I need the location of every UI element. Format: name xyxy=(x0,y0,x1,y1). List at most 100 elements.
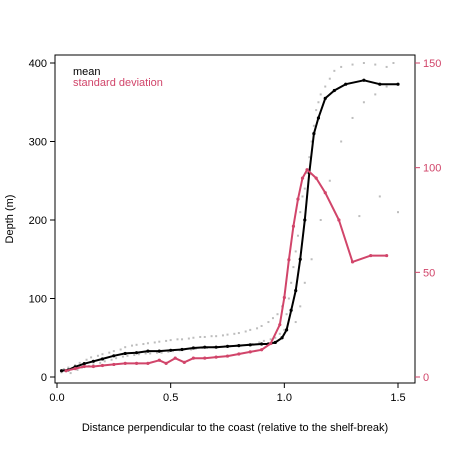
scatter-point xyxy=(226,333,229,336)
y-left-tick-label: 100 xyxy=(29,294,47,306)
legend-label-mean: mean xyxy=(73,66,101,78)
x-tick-label: 1.0 xyxy=(277,392,292,404)
scatter-point xyxy=(319,93,322,96)
sd-point xyxy=(350,260,355,264)
scatter-point xyxy=(274,336,277,339)
scatter-point xyxy=(233,332,236,335)
mean-point xyxy=(303,218,307,222)
sd-point xyxy=(100,363,105,368)
mean-point xyxy=(323,96,327,100)
scatter-point xyxy=(328,179,331,182)
scatter-point xyxy=(78,361,81,364)
mean-point xyxy=(362,78,366,82)
scatter-point xyxy=(310,258,313,261)
mean-point xyxy=(59,369,64,373)
sd-point xyxy=(305,168,309,172)
sd-point xyxy=(369,253,373,258)
scatter-point xyxy=(131,344,134,347)
mean-point xyxy=(298,257,302,261)
scatter-point xyxy=(385,85,388,88)
scatter-point xyxy=(310,140,313,143)
scatter-point xyxy=(146,342,149,345)
y-right-tick-label: 100 xyxy=(423,163,441,175)
mean-point xyxy=(157,349,161,353)
x-axis: 0.0 0.5 1.0 1.5 xyxy=(49,383,406,404)
scatter-point xyxy=(385,65,388,68)
sd-point xyxy=(296,197,300,201)
mean-point xyxy=(344,82,348,86)
scatter-point xyxy=(137,353,140,356)
scatter-point xyxy=(210,335,213,338)
scatter-point xyxy=(244,330,247,333)
scatter-point xyxy=(301,195,304,198)
scatter-point xyxy=(169,339,172,342)
sd-point xyxy=(123,361,127,365)
sd-point xyxy=(323,191,327,195)
scatter-point xyxy=(269,338,272,341)
mean-point xyxy=(100,357,105,361)
y-left-tick-label: 0 xyxy=(41,372,47,384)
scatter-point xyxy=(258,341,261,344)
sd-point xyxy=(237,352,241,356)
y-right-tick-label: 150 xyxy=(423,58,441,70)
scatter-point xyxy=(278,332,281,335)
mean-point xyxy=(123,351,127,356)
scatter-point xyxy=(103,360,106,363)
sd-point xyxy=(164,361,168,365)
sd-point xyxy=(191,356,195,360)
scatter-point xyxy=(124,346,127,349)
scatter-point xyxy=(119,348,122,351)
x-axis-title: Distance perpendicular to the coast (rel… xyxy=(82,422,388,434)
scatter-point xyxy=(397,211,399,214)
sd-point xyxy=(248,350,252,354)
scatter-point xyxy=(308,156,311,159)
mean-point xyxy=(191,346,195,350)
scatter-point xyxy=(85,358,88,361)
scatter-point xyxy=(351,63,354,66)
sd-point xyxy=(282,295,286,300)
scatter-point xyxy=(333,69,336,72)
scatter-point xyxy=(328,77,331,80)
scatter-point xyxy=(319,219,322,221)
legend: mean standard deviation xyxy=(73,66,163,89)
sd-point xyxy=(314,176,318,180)
scatter-point xyxy=(115,357,118,360)
y-right-tick-label: 0 xyxy=(423,372,429,384)
scatter-point xyxy=(374,63,377,66)
legend-label-standard-deviation: standard deviation xyxy=(73,77,163,89)
scatter-point xyxy=(303,281,306,284)
scatter-point xyxy=(96,354,99,357)
y-axis-left: 0 100 200 300 400 xyxy=(29,58,55,384)
mean-point xyxy=(225,344,230,348)
x-tick-label: 0.0 xyxy=(49,392,64,404)
mean-point xyxy=(312,132,316,136)
scatter-point xyxy=(296,234,299,237)
scatter-point xyxy=(121,355,124,358)
scatter-point xyxy=(237,332,240,335)
scatter-point xyxy=(249,328,252,331)
scatter-point xyxy=(92,363,95,366)
scatter-points xyxy=(60,62,399,375)
mean-point xyxy=(237,344,241,348)
mean-point xyxy=(260,342,264,346)
series-line-mean xyxy=(61,79,398,372)
scatter-point xyxy=(167,350,170,353)
scatter-point xyxy=(292,266,295,269)
mean-point xyxy=(180,347,184,352)
scatter-point xyxy=(190,348,193,351)
sd-point xyxy=(269,341,273,346)
plot-frame xyxy=(54,54,416,384)
scatter-point xyxy=(260,324,263,327)
scatter-point xyxy=(306,171,309,174)
scatter-point xyxy=(378,195,381,198)
scatter-point xyxy=(299,305,302,308)
scatter-point xyxy=(99,361,102,364)
scatter-point xyxy=(144,352,147,355)
mean-point xyxy=(248,343,252,347)
scatter-point xyxy=(149,352,152,355)
sd-point xyxy=(203,356,207,360)
scatter-point xyxy=(283,328,286,331)
scatter-point xyxy=(256,327,259,330)
scatter-point xyxy=(133,354,136,357)
scatter-point xyxy=(294,321,297,324)
